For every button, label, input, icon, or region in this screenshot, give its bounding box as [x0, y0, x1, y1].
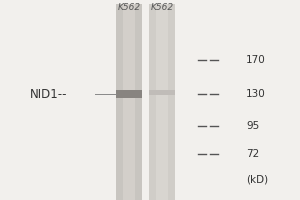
Text: (kD): (kD) — [246, 175, 268, 185]
Text: NID1--: NID1-- — [30, 88, 68, 100]
Text: 170: 170 — [246, 55, 266, 65]
Bar — [116, 90, 142, 98]
Bar — [149, 4, 175, 200]
Text: 130: 130 — [246, 89, 266, 99]
Text: K562: K562 — [117, 3, 141, 12]
Text: 72: 72 — [246, 149, 259, 159]
Text: K562: K562 — [150, 3, 174, 12]
Bar — [123, 4, 135, 200]
Bar — [116, 4, 142, 200]
Text: 95: 95 — [246, 121, 259, 131]
Bar — [156, 4, 168, 200]
Bar — [149, 90, 175, 95]
